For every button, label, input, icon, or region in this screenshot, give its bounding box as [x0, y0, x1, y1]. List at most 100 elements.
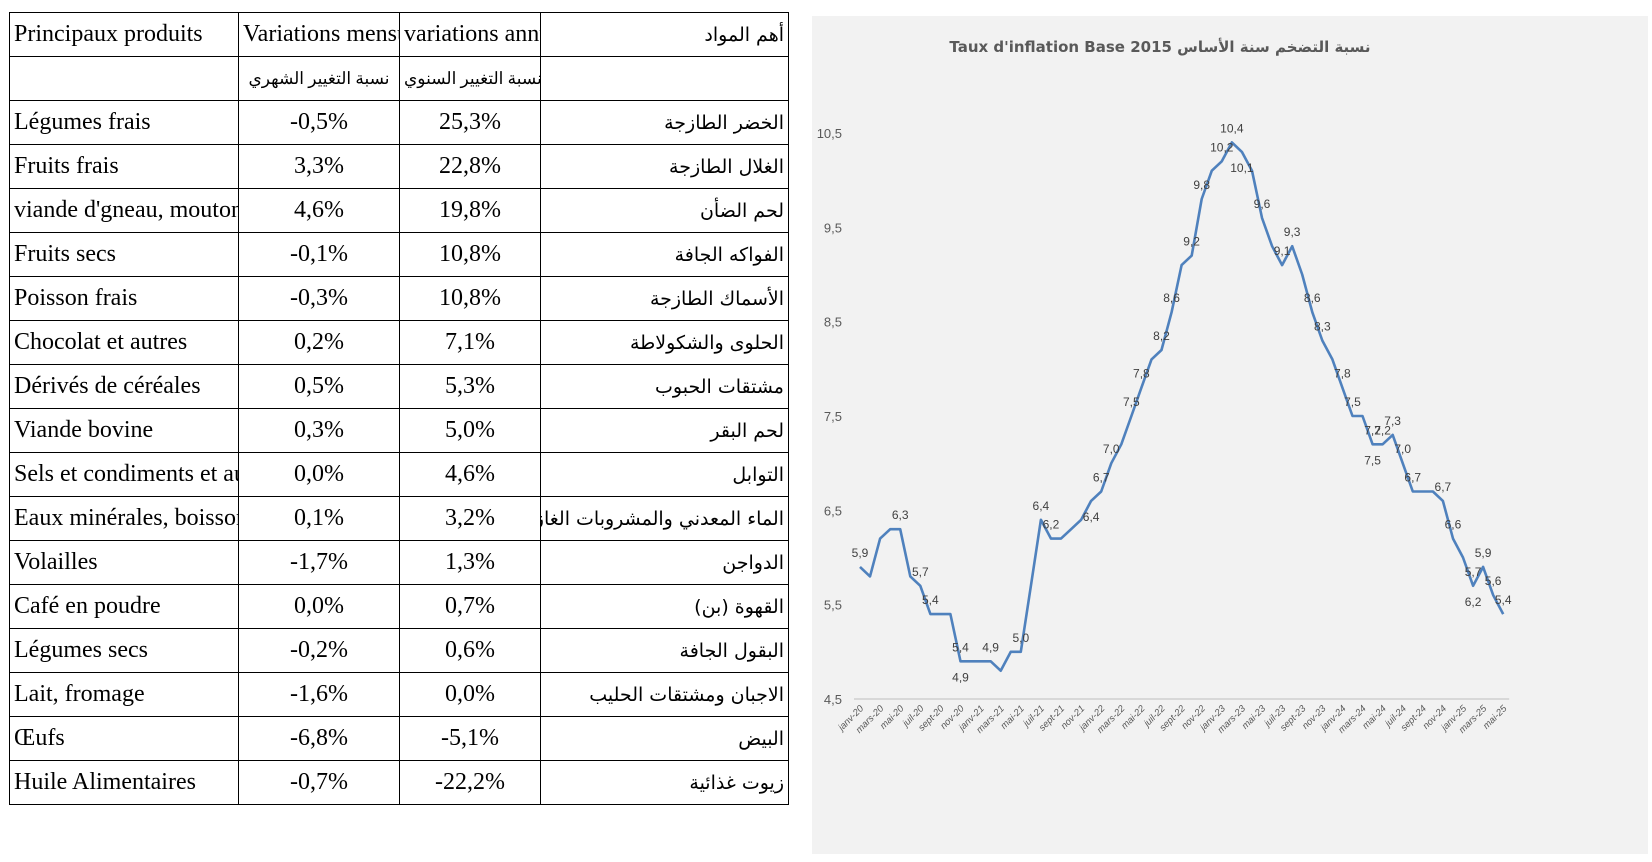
cell-annual: 0,7%	[399, 584, 541, 629]
table-row: Poisson frais -0,3% 10,8% الأسماك الطازجة	[9, 276, 789, 321]
data-label: 5,4	[922, 593, 939, 607]
cell-arabic: لحم البقر	[540, 408, 789, 453]
x-tick-label: mai-25	[1481, 703, 1510, 732]
series-line	[859, 141, 1505, 673]
data-label: 9,3	[1284, 225, 1301, 239]
cell-product: Dérivés de céréales	[9, 364, 239, 409]
data-label: 5,7	[912, 565, 929, 579]
cell-monthly: 0,0%	[238, 584, 400, 629]
cell-arabic: مشتقات الحبوب	[540, 364, 789, 409]
cell-annual: 5,0%	[399, 408, 541, 453]
data-label: 7,3	[1384, 414, 1401, 428]
cell-annual: 7,1%	[399, 320, 541, 365]
cell-product: viande d'gneau, mouton	[9, 188, 239, 233]
table-row: Eaux minérales, boissons et jus0,1%3,2%ا…	[9, 496, 789, 541]
cell-monthly: -0,2%	[238, 628, 400, 673]
header-arabic: أهم المواد	[540, 12, 789, 57]
cell-arabic: التوابل	[540, 452, 789, 497]
data-label: 6,7	[1093, 470, 1110, 484]
cell-monthly: -0,3%	[238, 276, 400, 321]
y-tick-label: 10,5	[817, 126, 842, 141]
table-row: Volailles -1,7% 1,3% الدواجن	[9, 540, 789, 585]
data-label: 8,6	[1163, 291, 1180, 305]
cell-monthly: -0,1%	[238, 232, 400, 277]
cell-product: Café en poudre	[9, 584, 239, 629]
table-row: Huile Alimentaires -0,7% -22,2% زيوت غذائية	[9, 760, 789, 805]
chart-title: Taux d'inflation Base 2015 نسبة التضخم س…	[949, 38, 1370, 56]
header-annual: variations annuelles	[399, 12, 541, 57]
products-table: Principaux produits Variations mensuelle…	[9, 12, 789, 805]
cell-arabic: الحلوى والشكولاطة	[540, 320, 789, 365]
cell-annual: -5,1%	[399, 716, 541, 761]
cell-monthly: 0,0%	[238, 452, 400, 497]
cell-monthly: 0,5%	[238, 364, 400, 409]
table-row: Œufs -6,8% -5,1% البيض	[9, 716, 789, 761]
data-label: 10,2	[1210, 140, 1234, 154]
table-row: Lait, fromage -1,6% 0,0% الاجبان ومشتقات ال…	[9, 672, 789, 717]
data-label: 6,3	[892, 508, 909, 522]
table-row: Café en poudre 0,0% 0,7% القهوة (بن)	[9, 584, 789, 629]
cell-product: Eaux minérales, boissons et jus	[9, 496, 239, 541]
table-row: Légumes frais -0,5% 25,3% الخضر الطازجة	[9, 100, 789, 145]
data-label: 4,9	[982, 640, 999, 654]
x-tick-label: mai-23	[1240, 703, 1269, 732]
cell-annual: 4,6%	[399, 452, 541, 497]
cell-arabic: زيوت غذائية	[540, 760, 789, 805]
subheader-monthly-ar: نسبة التغيير الشهري	[238, 56, 400, 101]
cell-annual: 25,3%	[399, 100, 541, 145]
inflation-line-chart: Taux d'inflation Base 2015 نسبة التضخم س…	[817, 38, 1512, 736]
cell-monthly: -1,7%	[238, 540, 400, 585]
cell-product: Légumes secs	[9, 628, 239, 673]
data-label: 5,9	[852, 546, 869, 560]
cell-arabic: الدواجن	[540, 540, 789, 585]
cell-monthly: -0,7%	[238, 760, 400, 805]
cell-product: Viande bovine	[9, 408, 239, 453]
inflation-chart-panel: Taux d'inflation Base 2015 نسبة التضخم س…	[812, 16, 1648, 854]
y-tick-label: 7,5	[824, 409, 842, 424]
data-label: 7,0	[1103, 442, 1120, 456]
data-label: 7,5	[1123, 395, 1140, 409]
cell-product: Lait, fromage	[9, 672, 239, 717]
data-label: 10,4	[1220, 121, 1244, 135]
cell-annual: 10,8%	[399, 232, 541, 277]
table-subheader-row: نسبة التغيير الشهري نسبة التغيير السنوي	[9, 56, 789, 101]
data-label: 5,4	[1495, 593, 1512, 607]
cell-arabic: الماء المعدني والمشروبات الغازية	[540, 496, 789, 541]
table-row: Chocolat et autres 0,2% 7,1% الحلوى والشكول…	[9, 320, 789, 365]
cell-annual: -22,2%	[399, 760, 541, 805]
data-label: 7,5	[1344, 395, 1361, 409]
header-monthly: Variations mensuelles	[238, 12, 400, 57]
table-row: Viande bovine 0,3% 5,0% لحم البقر	[9, 408, 789, 453]
data-label: 5,7	[1465, 565, 1482, 579]
cell-annual: 5,3%	[399, 364, 541, 409]
data-label: 4,9	[952, 670, 969, 684]
cell-product: Légumes frais	[9, 100, 239, 145]
cell-product: Poisson frais	[9, 276, 239, 321]
cell-annual: 22,8%	[399, 144, 541, 189]
y-tick-label: 5,5	[824, 598, 842, 613]
cell-product: Sels et condiments et autres	[9, 452, 239, 497]
table-row: Fruits frais 3,3% 22,8% الغلال الطازجة	[9, 144, 789, 189]
data-label: 5,0	[1012, 631, 1029, 645]
cell-arabic: الخضر الطازجة	[540, 100, 789, 145]
products-table-container: Principaux produits Variations mensuelle…	[9, 12, 789, 805]
data-label: 7,8	[1334, 367, 1351, 381]
data-label: 6,2	[1465, 595, 1482, 609]
subheader-annual-ar: نسبة التغيير السنوي	[399, 56, 541, 101]
data-label: 9,2	[1183, 235, 1200, 249]
cell-monthly: 0,2%	[238, 320, 400, 365]
cell-monthly: 0,3%	[238, 408, 400, 453]
y-tick-label: 9,5	[824, 220, 842, 235]
cell-monthly: 3,3%	[238, 144, 400, 189]
data-label: 7,5	[1364, 453, 1381, 467]
table-row: Sels et condiments et autres0,0%4,6%التو…	[9, 452, 789, 497]
data-label: 6,4	[1033, 499, 1050, 513]
data-label: 10,1	[1230, 161, 1254, 175]
data-label: 8,6	[1304, 291, 1321, 305]
data-label: 7,2	[1374, 423, 1391, 437]
data-label: 8,3	[1314, 320, 1331, 334]
cell-arabic: الاجبان ومشتقات الحليب	[540, 672, 789, 717]
data-label: 5,9	[1475, 546, 1492, 560]
cell-monthly: -6,8%	[238, 716, 400, 761]
data-label: 6,7	[1435, 480, 1452, 494]
